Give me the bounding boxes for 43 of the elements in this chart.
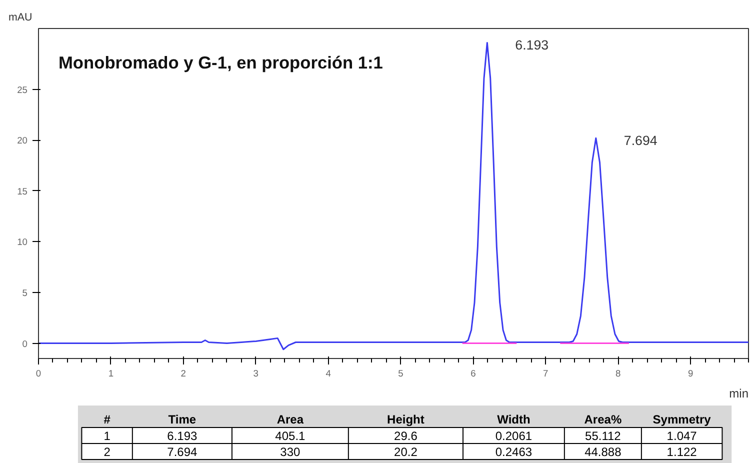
y-tick-label: 20: [17, 136, 28, 146]
text: Symmetry: [652, 412, 712, 426]
y-axis-title: mAU: [8, 12, 32, 24]
text: 1: [104, 429, 111, 443]
text: Height: [387, 412, 424, 426]
x-tick-label: 5: [398, 368, 404, 378]
x-tick-label: 2: [180, 368, 186, 378]
text: 55.112: [585, 429, 622, 443]
text: Width: [497, 412, 530, 426]
x-tick-label: 6: [470, 368, 476, 378]
y-tick-label: 5: [22, 288, 28, 298]
x-tick-label: 4: [326, 368, 331, 378]
x-tick-label: 0: [36, 368, 42, 378]
x-tick-label: 1: [108, 368, 114, 378]
x-tick-label: 8: [616, 368, 621, 378]
text: 20.2: [394, 445, 418, 459]
text: 0.2061: [495, 429, 532, 443]
text: 7.694: [167, 445, 198, 459]
text: 1.122: [666, 445, 698, 459]
y-tick-label: 25: [17, 84, 28, 95]
text: 29.6: [394, 429, 418, 443]
text: 6.193: [167, 429, 198, 443]
y-tick-label: 0: [22, 338, 28, 349]
text: Area%: [584, 412, 622, 426]
y-tick-label: 15: [17, 186, 28, 196]
annotation: 7.694: [624, 133, 658, 148]
text: 44.888: [584, 445, 622, 459]
text: Monobromado y G-1, en proporción 1:1: [58, 52, 384, 72]
text: #: [104, 412, 111, 426]
text: 2: [104, 445, 111, 459]
x-tick-label: 9: [688, 368, 694, 378]
x-tick-label: 7: [543, 368, 548, 378]
text: Area: [276, 412, 304, 426]
text: 330: [280, 445, 301, 459]
annotation: 6.193: [515, 38, 549, 53]
text: 405.1: [275, 429, 306, 443]
y-tick-label: 10: [17, 237, 28, 248]
text: Time: [168, 412, 196, 426]
x-axis-title: min: [729, 386, 749, 400]
text: 0.2463: [495, 445, 532, 459]
text: 1.047: [666, 429, 698, 443]
line-series: [38, 42, 748, 350]
x-tick-label: 3: [253, 368, 258, 378]
